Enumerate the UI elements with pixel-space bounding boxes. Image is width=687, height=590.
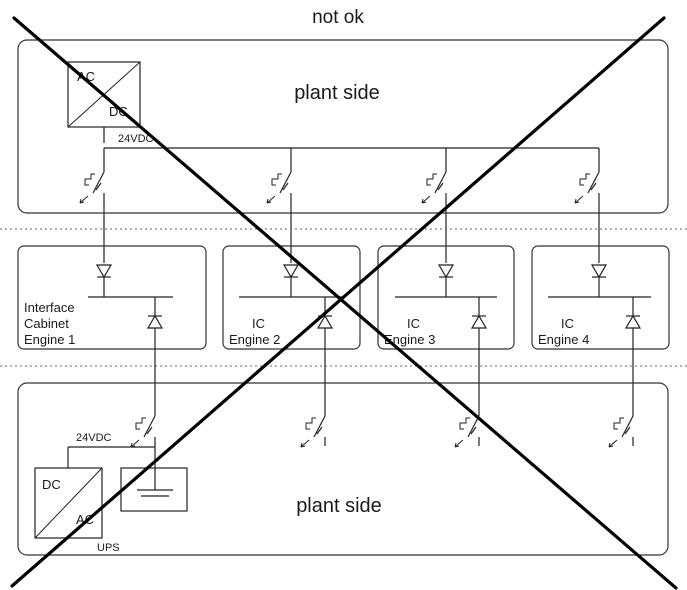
cabinet-4-label-line-1: IC: [561, 316, 574, 331]
bottom-plant-side-label: plant side: [296, 495, 382, 517]
cabinet-1-label-line-1: Interface: [24, 300, 75, 315]
cabinet-3-input-diode-icon: [437, 264, 455, 279]
battery-icon: [120, 447, 188, 512]
cabinet-4-output-diode-icon: [624, 314, 642, 329]
top-switch-4-icon: [574, 160, 600, 204]
bottom-voltage-label: 24VDC: [76, 432, 112, 444]
cabinet-3-output-diode-icon: [470, 314, 488, 329]
bottom-switch-1-icon: [130, 404, 156, 448]
bottom-plant-side-box: [17, 382, 669, 556]
cabinet-3-label-line-1: IC: [407, 316, 420, 331]
converter-output-label: DC: [109, 104, 128, 119]
top-plant-side-box: [17, 39, 669, 214]
cabinet-1-label-line-2: Cabinet: [24, 316, 69, 331]
cabinet-1-input-diode-icon: [95, 264, 113, 279]
cabinet-4-label-line-2: Engine 4: [538, 332, 589, 347]
ups-label: UPS: [97, 542, 120, 554]
converter-input-label: AC: [77, 69, 95, 84]
top-switch-3-icon: [421, 160, 447, 204]
ups-input-label: DC: [42, 477, 61, 492]
top-switch-2-icon: [266, 160, 292, 204]
cabinet-1-label-line-3: Engine 1: [24, 332, 75, 347]
cabinet-1-output-diode-icon: [146, 314, 164, 329]
diagram-title: not ok: [312, 7, 364, 28]
cabinet-4-input-diode-icon: [590, 264, 608, 279]
bottom-switch-3-icon: [454, 404, 480, 448]
bottom-switch-2-icon: [300, 404, 326, 448]
top-voltage-label: 24VDC: [118, 133, 154, 145]
bottom-switch-4-icon: [608, 404, 634, 448]
cabinet-3-label-line-2: Engine 3: [384, 332, 435, 347]
cabinet-2-label-line-2: Engine 2: [229, 332, 280, 347]
ups-output-label: AC: [76, 512, 94, 527]
top-switch-1-icon: [79, 160, 105, 204]
cross-out-icon: [10, 16, 678, 590]
cabinet-2-label-line-1: IC: [252, 316, 265, 331]
cabinet-2-input-diode-icon: [282, 264, 300, 279]
top-plant-side-label: plant side: [294, 82, 380, 104]
